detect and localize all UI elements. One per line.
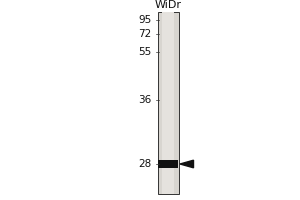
Text: 95: 95	[138, 15, 152, 25]
Text: 72: 72	[138, 29, 152, 39]
Bar	[158, 160, 178, 168]
Text: 55: 55	[138, 47, 152, 57]
Bar	[158, 12, 178, 194]
Polygon shape	[180, 160, 194, 168]
Text: 28: 28	[138, 159, 152, 169]
Bar	[162, 12, 174, 194]
Text: WiDr: WiDr	[154, 0, 182, 10]
Text: 36: 36	[138, 95, 152, 105]
